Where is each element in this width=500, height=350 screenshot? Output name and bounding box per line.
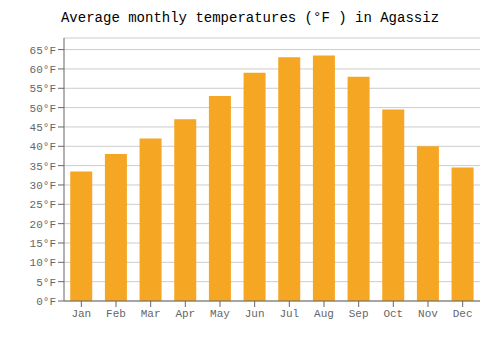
svg-text:Dec: Dec xyxy=(453,308,473,320)
html-text:Average monthly temperatures (: Average monthly temperatures (°F ) in Ag… xyxy=(61,10,439,26)
svg-text:40°F: 40°F xyxy=(30,141,56,153)
svg-text:55°F: 55°F xyxy=(30,83,56,95)
svg-text:20°F: 20°F xyxy=(30,219,56,231)
svg-text:10°F: 10°F xyxy=(30,257,56,269)
svg-text:Jan: Jan xyxy=(71,308,91,320)
svg-text:Apr: Apr xyxy=(175,308,195,320)
svg-text:30°F: 30°F xyxy=(30,180,56,192)
svg-text:Mar: Mar xyxy=(141,308,161,320)
svg-text:Feb: Feb xyxy=(106,308,126,320)
svg-text:Aug: Aug xyxy=(314,308,334,320)
svg-text:50°F: 50°F xyxy=(30,103,56,115)
svg-text:0°F: 0°F xyxy=(36,296,56,308)
svg-text:60°F: 60°F xyxy=(30,64,56,76)
svg-text:Nov: Nov xyxy=(418,308,438,320)
svg-text:Oct: Oct xyxy=(383,308,403,320)
svg-text:Sep: Sep xyxy=(349,308,369,320)
svg-text:5°F: 5°F xyxy=(36,277,56,289)
svg-text:35°F: 35°F xyxy=(30,161,56,173)
svg-text:45°F: 45°F xyxy=(30,122,56,134)
svg-text:25°F: 25°F xyxy=(30,199,56,211)
svg-text:65°F: 65°F xyxy=(30,45,56,57)
svg-text:15°F: 15°F xyxy=(30,238,56,250)
svg-text:Jun: Jun xyxy=(245,308,265,320)
svg-text:May: May xyxy=(210,308,230,320)
svg-text:Jul: Jul xyxy=(279,308,299,320)
